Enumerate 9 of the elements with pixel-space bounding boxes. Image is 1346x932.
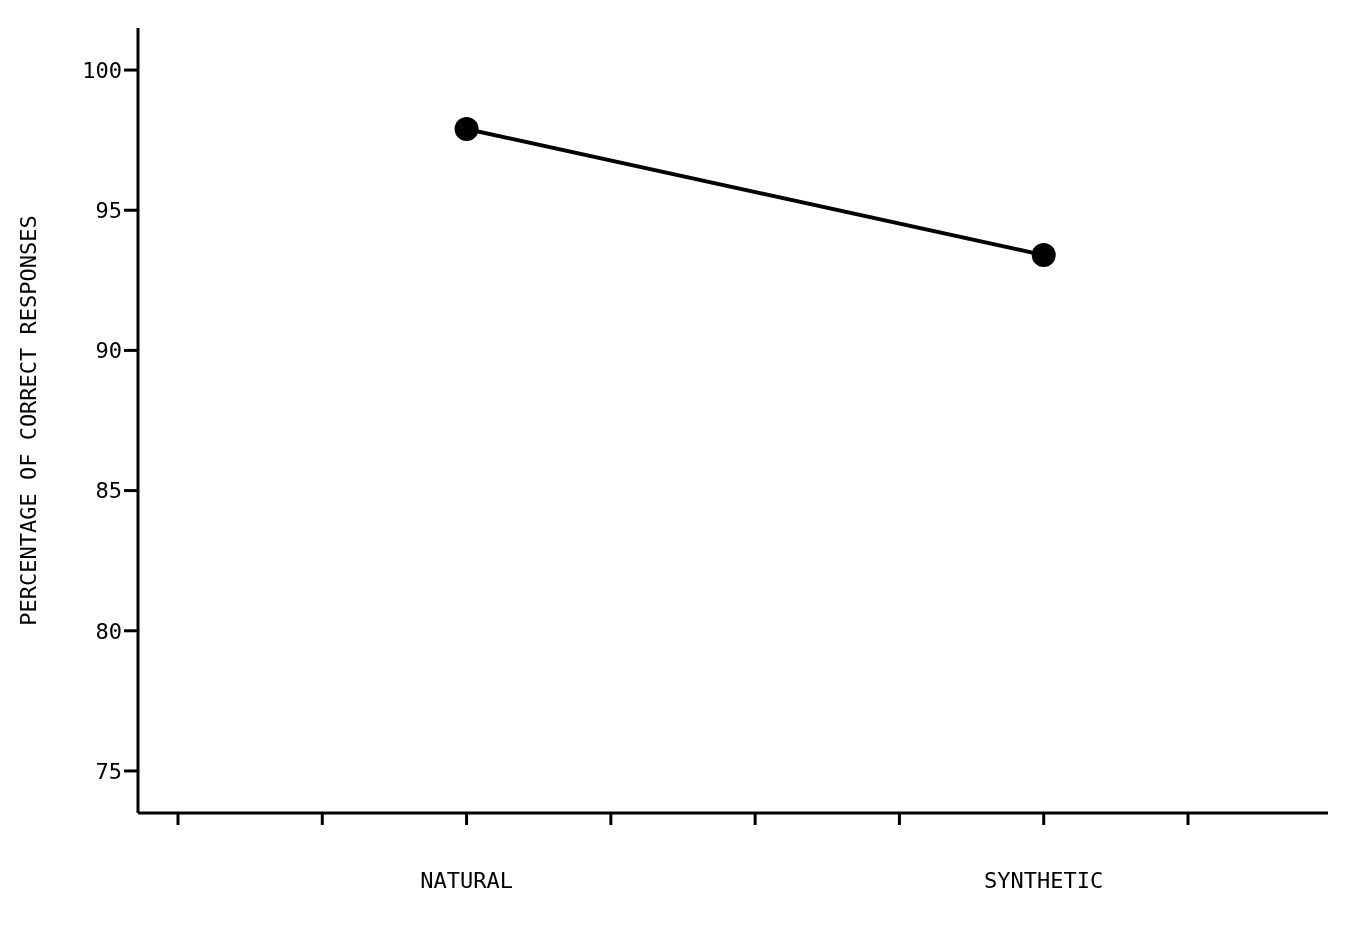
y-tick-label: 100 [82, 57, 122, 83]
y-tick-label: 80 [95, 618, 122, 644]
y-tick-label: 95 [95, 198, 122, 224]
y-axis-title: PERCENTAGE OF CORRECT RESPONSES [15, 215, 41, 626]
y-tick-label: 90 [95, 338, 122, 364]
y-tick-label: 85 [95, 478, 122, 504]
y-tick-label: 75 [95, 758, 122, 784]
x-tick-label: NATURAL [420, 867, 513, 893]
x-tick-label: SYNTHETIC [984, 867, 1104, 893]
